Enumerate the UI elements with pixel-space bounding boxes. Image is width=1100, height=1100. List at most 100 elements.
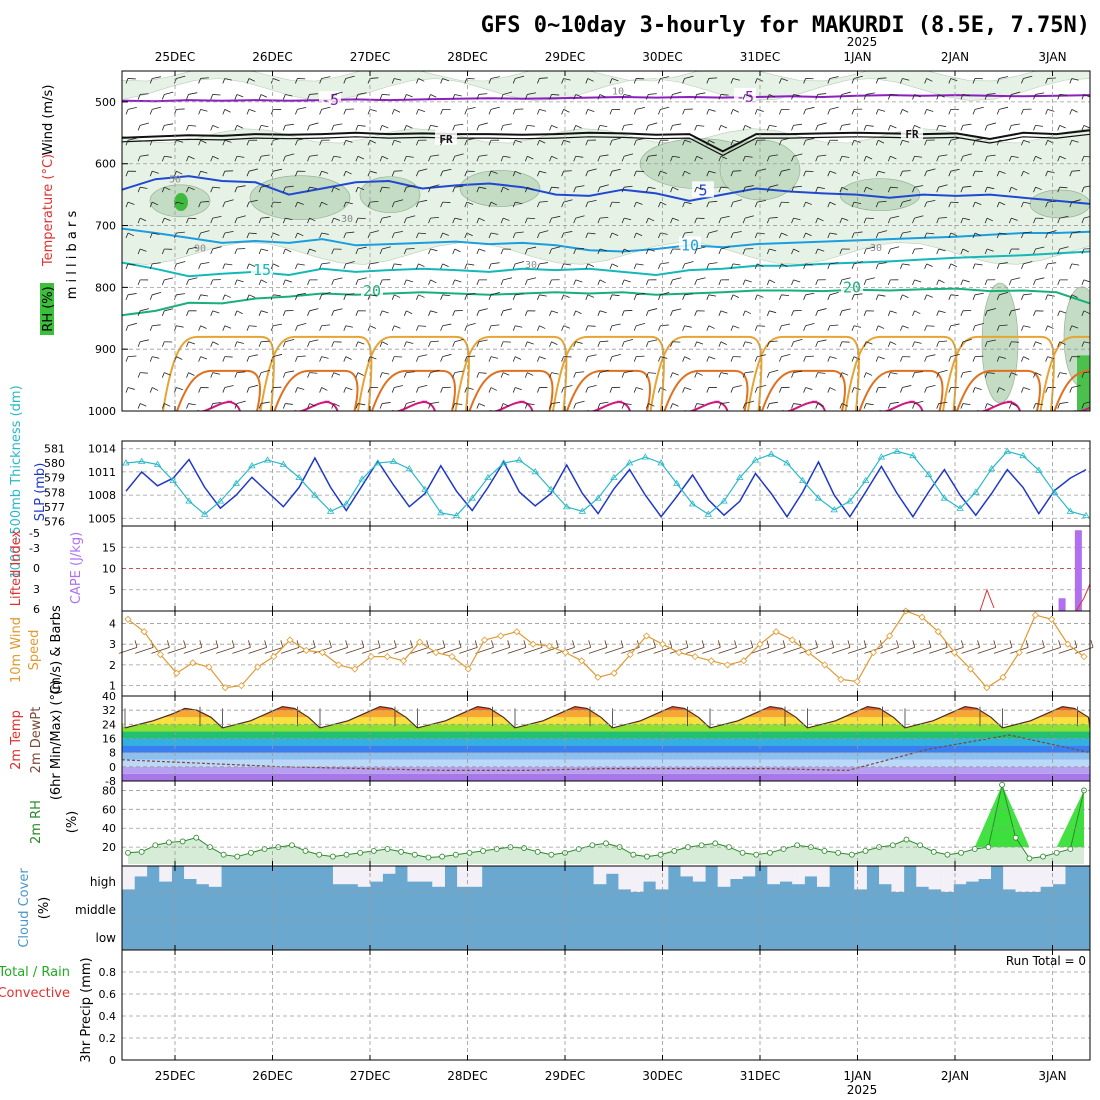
wind-barb-flag [403, 372, 407, 378]
wind-barb [648, 372, 657, 374]
rh-clip [125, 781, 1087, 864]
wind-barb-flag [742, 94, 746, 100]
wind-barb [769, 124, 777, 127]
wind-barb [599, 310, 607, 314]
wind10-barb [1042, 647, 1061, 654]
wind-barb-flag [1057, 94, 1061, 100]
wind-barb-flag [706, 325, 710, 331]
temp-contour-15 [122, 250, 1090, 278]
wind-barb-flag [440, 356, 443, 362]
wind-barb [878, 108, 886, 112]
wind-barb-flag [960, 94, 964, 100]
wind-barb [345, 231, 355, 234]
top-date-29DEC: 29DEC [545, 50, 585, 64]
wind-barb-flag [815, 217, 819, 224]
wind-barb-flag [984, 310, 988, 316]
wind-barb [140, 308, 150, 312]
wind-barb [805, 322, 815, 327]
wind-barb-flag [609, 140, 613, 146]
wind-barb-flag [1021, 78, 1024, 84]
wind10-barb-flag [167, 640, 170, 648]
wind-barb-flag [815, 403, 819, 409]
wind-barb-flag [779, 140, 782, 146]
wind-barb [551, 310, 559, 314]
wind-barb [648, 186, 656, 189]
thickness-point [153, 460, 162, 467]
wind10-barb-flag [183, 640, 186, 648]
wind-barb [636, 137, 646, 141]
wind-barb-flag [984, 279, 988, 286]
wind-barb [200, 170, 208, 174]
wind-barb [551, 155, 558, 160]
wind-barb [152, 232, 160, 235]
wind-barb-flag [234, 372, 238, 378]
rh2m-point [302, 847, 309, 854]
temp-tick-8: 8 [109, 747, 116, 760]
wind10-barb [378, 647, 397, 654]
wind-barb-flag [488, 325, 492, 331]
wind-barb [321, 76, 331, 79]
wind10-barb [442, 647, 462, 654]
wind-barb [285, 403, 293, 405]
wind-barb [986, 403, 994, 407]
wind10-barb-flag [539, 640, 543, 648]
wind-barb-flag [343, 171, 347, 177]
wind-barb-flag [210, 341, 214, 347]
bottom-date-29DEC: 29DEC [545, 1069, 585, 1083]
wind-barb [503, 308, 512, 312]
temp-band [122, 773, 1090, 781]
wind-barb-flag [512, 140, 516, 146]
wind-barb [926, 232, 935, 235]
rh2m-point [1053, 849, 1060, 856]
wind-barb [490, 201, 498, 206]
wind-barb-flag [900, 171, 903, 177]
wind10-barb-flag [815, 640, 818, 648]
wind-barb-flag [670, 310, 673, 316]
wind-barb-flag [149, 78, 153, 84]
wind-barb-flag [839, 403, 843, 409]
wind-barb [720, 310, 728, 314]
wind-barb [745, 341, 753, 344]
wind-barb [987, 339, 996, 343]
wind-barb [551, 341, 558, 345]
wind-barb [345, 356, 352, 360]
slp-tick-1005: 1005 [88, 512, 116, 525]
cloud-high-bar [978, 866, 992, 879]
wind10-barb [264, 647, 283, 654]
wind-barb [1011, 217, 1018, 221]
wind-barb [273, 78, 280, 82]
wind-barb-flag [936, 248, 940, 255]
wind-barb-flag [258, 187, 262, 193]
wind-barb-flag [174, 171, 177, 177]
wind-barb [248, 108, 256, 113]
wind-barb [285, 217, 293, 221]
wind-barb-flag [609, 325, 613, 331]
wind10-barb [1026, 647, 1045, 654]
wind-barb [285, 123, 294, 126]
thickness-point [956, 504, 964, 511]
wind-barb [841, 91, 851, 95]
wind-barb [781, 294, 790, 297]
wind-barb-flag [573, 310, 577, 316]
wind-barb-flag [452, 217, 456, 224]
wind-barb [478, 248, 486, 252]
wind-barb [357, 124, 366, 127]
wind-barb-flag [924, 387, 927, 393]
wind-barb [224, 109, 231, 113]
wind10-barb [815, 647, 834, 654]
wind-barb-flag [391, 263, 395, 270]
wind-barb-flag [694, 279, 698, 286]
wind-barb [515, 170, 522, 175]
wind-barb [732, 199, 742, 203]
wind-barb [357, 155, 365, 160]
wind-barb-flag [585, 78, 589, 84]
wind-barb-flag [609, 263, 613, 270]
wind10-point [659, 640, 667, 648]
rh-tick-40: 40 [102, 822, 116, 835]
wind-barb [878, 77, 887, 79]
wind-barb [648, 122, 658, 126]
wind-barb-flag [863, 248, 867, 255]
wind-barb [236, 341, 244, 344]
wind-barb-flag [948, 78, 952, 84]
wind-barb-flag [766, 156, 770, 162]
